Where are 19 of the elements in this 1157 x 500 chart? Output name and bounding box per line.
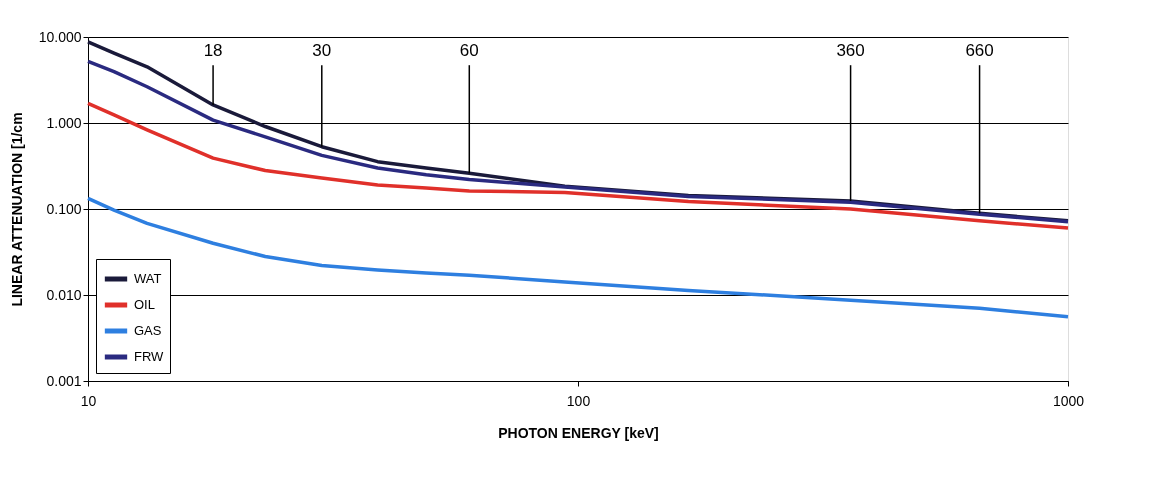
legend-label: OIL: [134, 297, 155, 312]
y-axis-title: LINEAR ATTENUATION [1/cm: [8, 112, 25, 307]
x-axis-title: PHOTON ENERGY [keV]: [498, 424, 659, 441]
x-tick-label: 1000: [1052, 392, 1085, 409]
legend-label: GAS: [134, 323, 162, 338]
annotation: 660: [965, 41, 994, 60]
annotation: 60: [459, 41, 479, 60]
y-tick-label: 10.000: [38, 28, 82, 45]
annotation: 30: [312, 41, 332, 60]
y-tick-label: 0.010: [46, 286, 82, 303]
annotation: 18: [203, 41, 223, 60]
y-tick-label: 0.001: [46, 372, 82, 389]
annotation: 360: [836, 41, 865, 60]
legend-label: FRW: [134, 349, 165, 364]
y-tick-label: 1.000: [46, 114, 82, 131]
x-tick-label: 10: [80, 392, 97, 409]
x-tick-label: 100: [566, 392, 591, 409]
legend-label: WAT: [134, 271, 162, 286]
y-tick-label: 0.100: [46, 200, 82, 217]
